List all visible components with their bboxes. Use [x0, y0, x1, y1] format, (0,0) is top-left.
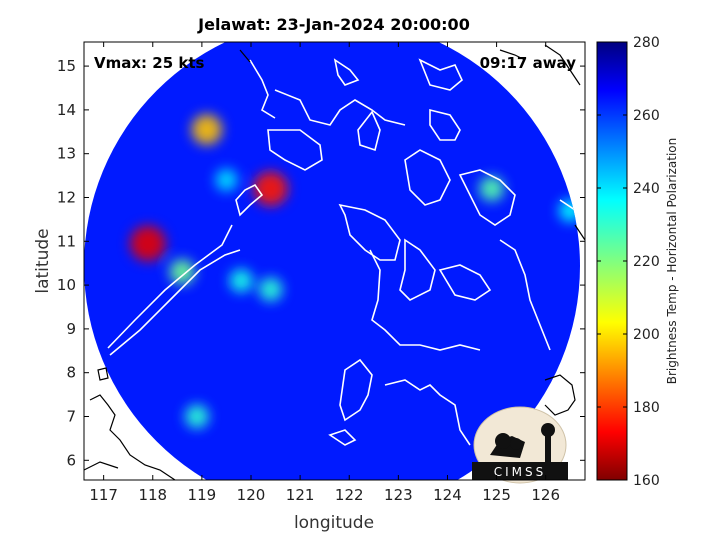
y-tick-label: 6 — [66, 451, 76, 469]
colorbar-tick-label: 200 — [633, 327, 660, 343]
y-axis: 6 7 8 9 10 11 12 13 14 15 — [57, 57, 585, 469]
cold-spot — [184, 404, 209, 429]
y-tick-label: 8 — [66, 364, 76, 382]
colorbar-tick-label: 240 — [633, 181, 660, 197]
cold-spot — [229, 268, 253, 293]
cimss-logo: CIMSS — [472, 406, 568, 484]
colorbar: 160 180 200 220 240 260 280 Brightness Temp - … — [596, 35, 679, 489]
time-away-annotation: 09:17 away — [480, 54, 577, 72]
x-tick-label: 118 — [138, 486, 167, 504]
x-tick-label: 119 — [188, 486, 217, 504]
cold-spot — [253, 171, 288, 206]
colorbar-tick-label: 160 — [633, 473, 660, 489]
x-axis: 117 118 119 120 121 122 123 124 125 126 — [89, 42, 560, 504]
coastlines-inside — [107, 58, 580, 446]
y-tick-label: 7 — [66, 407, 76, 425]
cold-spot — [130, 225, 166, 262]
y-tick-label: 12 — [57, 188, 76, 206]
chart-title: Jelawat: 23-Jan-2024 20:00:00 — [197, 15, 470, 34]
colorbar-gradient — [596, 41, 628, 481]
y-tick-label: 14 — [57, 101, 76, 119]
cold-spot — [169, 259, 196, 285]
colorbar-label: Brightness Temp - Horizontal Polarizatio… — [665, 138, 679, 385]
logo-text: CIMSS — [494, 465, 547, 479]
y-tick-label: 13 — [57, 145, 76, 163]
colorbar-ticks: 160 180 200 220 240 260 280 — [597, 35, 660, 489]
vmax-annotation: Vmax: 25 kts — [94, 54, 204, 72]
colorbar-tick-label: 180 — [633, 400, 660, 416]
colorbar-tick-label: 260 — [633, 108, 660, 124]
swath-disk — [84, 42, 580, 480]
cold-spots — [130, 114, 580, 429]
colorbar-tick-label: 220 — [633, 254, 660, 270]
y-axis-label: latitude — [33, 228, 53, 293]
x-tick-label: 121 — [286, 486, 315, 504]
x-tick-label: 125 — [482, 486, 511, 504]
x-tick-label: 117 — [89, 486, 118, 504]
swath — [84, 42, 580, 480]
y-tick-label: 15 — [57, 57, 76, 75]
y-tick-label: 9 — [66, 320, 76, 338]
plot-frame — [83, 41, 586, 481]
x-tick-label: 122 — [335, 486, 364, 504]
x-tick-label: 124 — [433, 486, 462, 504]
cold-spot — [479, 176, 505, 202]
plot-area: Vmax: 25 kts 09:17 away CIMSS — [83, 41, 586, 484]
cold-spot — [258, 277, 283, 302]
y-tick-label: 10 — [57, 276, 76, 294]
colorbar-tick-label: 280 — [633, 35, 660, 51]
x-tick-label: 120 — [237, 486, 266, 504]
x-tick-label: 126 — [531, 486, 560, 504]
y-tick-label: 11 — [57, 232, 76, 250]
x-tick-label: 123 — [384, 486, 413, 504]
cold-spot — [215, 168, 238, 192]
x-axis-label: longitude — [294, 513, 374, 533]
cold-spot — [191, 114, 222, 145]
